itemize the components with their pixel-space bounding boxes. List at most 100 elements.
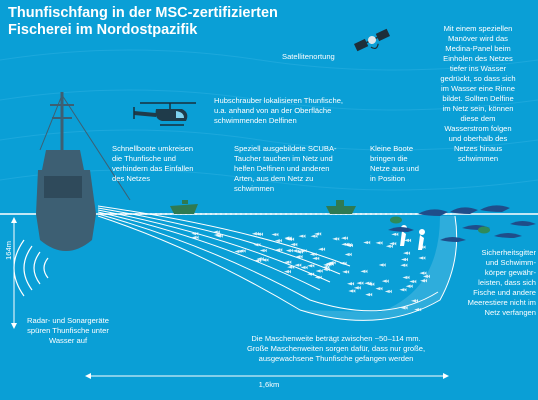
tuna-fish xyxy=(414,307,422,312)
tuna-fish xyxy=(325,261,333,266)
mesh-size-caption: Die Maschenweite beträgt zwischen ~50–11… xyxy=(246,334,426,363)
tuna-fish xyxy=(284,260,292,264)
tuna-fish xyxy=(381,279,389,283)
tuna-fish xyxy=(400,306,408,310)
purse-seine-net xyxy=(97,205,458,321)
tuna-fish xyxy=(259,248,267,253)
tuna-fish xyxy=(300,265,308,270)
tuna-fish xyxy=(322,267,330,272)
satellite-caption: Satellitenortung xyxy=(282,52,335,61)
tuna-fish xyxy=(400,257,408,262)
tuna-fish xyxy=(356,281,364,285)
depth-label: 164m xyxy=(4,241,13,260)
tuna-fish xyxy=(251,231,259,236)
tuna-fish xyxy=(363,240,371,245)
tuna-fish xyxy=(410,299,418,303)
tuna-fish xyxy=(365,292,373,297)
tuna-fish xyxy=(345,243,353,248)
tuna-fish xyxy=(314,232,322,236)
tuna-fish xyxy=(404,238,412,243)
tuna-fish xyxy=(342,270,350,274)
tuna-fish xyxy=(347,281,355,286)
tuna-fish xyxy=(274,238,282,243)
safety-panel-caption: Sicherheitsgitter und Schwimm- körper ge… xyxy=(467,248,536,317)
tuna-fish xyxy=(283,269,291,274)
tuna-fish xyxy=(405,284,413,289)
speedboats-caption: Schnellboote umkreisen die Thunfische un… xyxy=(112,144,194,183)
tuna-fish xyxy=(215,234,223,238)
width-label: 1,6km xyxy=(258,380,280,389)
tuna-fish xyxy=(307,272,315,276)
title-line-2: Fischerei im Nordostpazifik xyxy=(8,22,198,38)
tuna-fish xyxy=(340,236,348,240)
tuna-fish xyxy=(290,242,298,247)
tuna-fish xyxy=(213,233,221,237)
tuna-fish xyxy=(341,242,349,247)
tuna-fish xyxy=(295,254,303,259)
tuna-fish xyxy=(348,289,356,293)
tuna-fish xyxy=(400,263,408,268)
net-mesh-area xyxy=(300,216,457,321)
tuna-fish xyxy=(275,248,283,252)
fishing-vessel-icon xyxy=(36,92,131,251)
tuna-fish xyxy=(402,275,410,280)
tuna-fish xyxy=(238,249,246,253)
tuna-fish xyxy=(375,286,383,291)
tuna-fish xyxy=(310,234,318,239)
tuna-fish xyxy=(360,269,368,274)
tuna-fish xyxy=(191,235,199,240)
tuna-fish xyxy=(409,279,417,284)
helicopter-caption: Hubschrauber lokalisieren Thunfische, u.… xyxy=(214,96,344,125)
tuna-fish xyxy=(256,257,264,261)
tuna-fish xyxy=(339,261,347,266)
tuna-fish xyxy=(399,287,407,292)
tuna-fish xyxy=(344,252,352,257)
tuna-fish xyxy=(422,274,430,279)
tuna-fish xyxy=(384,289,392,294)
tuna-fish xyxy=(296,250,304,254)
tuna-fish xyxy=(391,232,399,237)
tuna-fish xyxy=(364,281,372,286)
tuna-fish xyxy=(318,247,326,252)
sonar-waves-icon xyxy=(13,239,49,297)
tuna-fish xyxy=(312,256,320,261)
tuna-fish xyxy=(284,237,292,241)
medina-panel-caption: Mit einem speziellen Manöver wird das Me… xyxy=(440,24,516,163)
tuna-fish xyxy=(323,263,331,267)
satellite-icon xyxy=(353,28,391,52)
tuna-fish xyxy=(309,252,317,257)
tuna-fish xyxy=(403,251,411,255)
tuna-fish xyxy=(191,231,199,236)
speedboat-icon xyxy=(170,200,198,214)
title-line-1: Thunfischfang in der MSC-zertifizierten xyxy=(8,5,278,21)
helicopter-icon xyxy=(133,102,196,126)
tuna-fish xyxy=(314,275,322,280)
page-title: Thunfischfang in der MSC-zertifizierten … xyxy=(8,5,308,39)
tuna-fish xyxy=(292,249,300,253)
tuna-fish xyxy=(307,263,315,268)
tuna-fish xyxy=(255,232,263,237)
tuna-fish xyxy=(253,242,261,247)
tuna-fish xyxy=(285,248,293,253)
scuba-divers-caption: Speziell ausgebildete SCUBA- Taucher tau… xyxy=(234,144,337,193)
tuna-fish xyxy=(254,258,262,263)
dolphin-icon xyxy=(388,205,536,242)
tuna-fish xyxy=(328,260,336,265)
tuna-fish xyxy=(299,249,307,253)
tuna-fish xyxy=(261,258,269,262)
tuna-fish xyxy=(389,241,397,246)
tuna-fish xyxy=(375,241,383,245)
turtle-icon xyxy=(390,216,490,234)
tuna-fish xyxy=(271,232,279,237)
tuna-fish xyxy=(322,265,330,270)
tuna-fish xyxy=(378,263,386,267)
small-boat-icon xyxy=(326,200,356,214)
tuna-fish xyxy=(298,234,306,238)
tuna-school-icon xyxy=(191,230,430,312)
tuna-fish xyxy=(287,265,295,269)
tuna-fish xyxy=(294,263,302,267)
tuna-fish xyxy=(332,237,340,241)
small-boats-caption: Kleine Boote bringen die Netze aus und i… xyxy=(370,144,419,183)
